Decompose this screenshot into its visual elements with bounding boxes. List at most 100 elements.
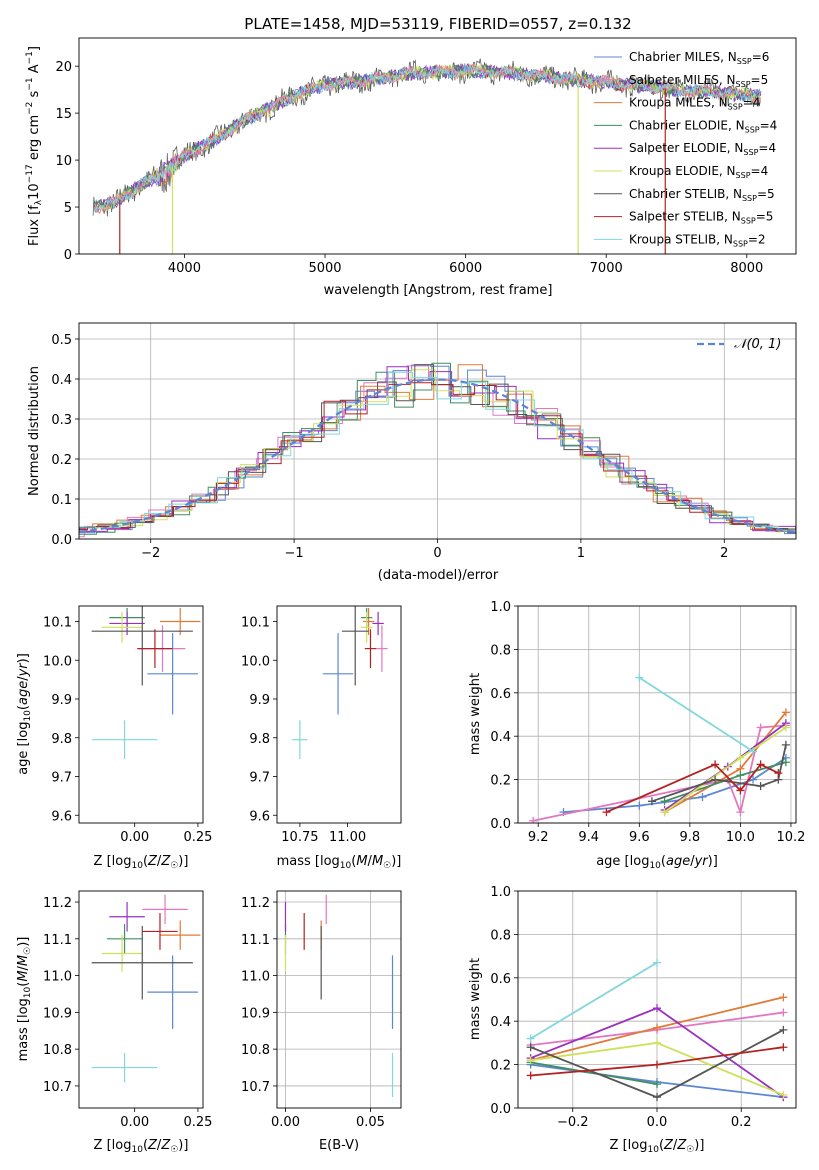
plot-residuals: −2 −1 0 1 2 0.0 0.1 0.2 0.3 0.4 0.5 (data-model)/er… [27, 322, 797, 583]
plot-spectrum: 4000 5000 6000 7000 8000 0 5 10 15 20 wavelength [… [25, 37, 797, 298]
x-tick-label: 11.00 [329, 830, 366, 845]
x-tick-label: 0.25 [183, 1115, 212, 1130]
y-axis-label: mass [log10(M/M☉)] [16, 937, 33, 1062]
x-tick-label: 9.4 [578, 830, 599, 845]
axes-frame [78, 605, 204, 824]
x-tick-label: 10.2 [776, 830, 805, 845]
weight-marker [711, 760, 720, 769]
weight-marker [711, 775, 720, 784]
axes-frame [78, 890, 204, 1109]
x-tick-label: 10.0 [726, 830, 755, 845]
legend-entry: Kroupa STELIB, NSSP=2 [629, 232, 766, 248]
axes-frame [78, 37, 797, 255]
figure-title: PLATE=1458, MJD=53119, FIBERID=0557, z=0… [244, 15, 631, 33]
weight-marker [660, 808, 669, 817]
x-axis-label: (data-model)/error [378, 568, 499, 583]
plot-area [92, 58, 762, 254]
y-tick-label: 10 [55, 154, 72, 169]
x-tick-label: −2 [141, 546, 160, 561]
weight-marker [526, 1043, 535, 1052]
weight-marker [635, 801, 644, 810]
x-tick-label: −0.2 [557, 1115, 589, 1130]
y-tick-label: 9.7 [51, 771, 72, 786]
legend-entry: Chabrier ELODIE, NSSP=4 [629, 118, 777, 134]
x-tick-label: 9.6 [629, 830, 650, 845]
legend-entry: Salpeter STELIB, NSSP=5 [629, 210, 773, 226]
x-tick-label: 0.2 [731, 1115, 752, 1130]
weight-marker [526, 1071, 535, 1080]
y-tick-label: 10.7 [43, 1080, 72, 1095]
weight-line [530, 1061, 658, 1085]
weight-marker [779, 1043, 788, 1052]
y-tick-label: 0.1 [51, 493, 72, 508]
axes-frame [78, 322, 797, 540]
x-tick-label: 4000 [168, 261, 201, 276]
histogram-step [79, 382, 796, 532]
weight-marker [653, 958, 661, 967]
y-tick-label: 9.9 [51, 693, 72, 708]
x-tick-label: 0.0 [647, 1115, 668, 1130]
weight-marker [781, 723, 790, 732]
weight-marker [635, 673, 644, 682]
y-tick-label: 5 [64, 201, 72, 216]
legend: Chabrier MILES, NSSP=6 Salpeter MILES, NS… [594, 50, 777, 248]
x-axis-label: Z [log10(Z/Z☉)] [610, 1138, 705, 1155]
y-tick-label: 15 [55, 107, 72, 122]
y-tick-label: 9.9 [249, 693, 270, 708]
plot-area [91, 894, 201, 1083]
y-tick-label: 0.8 [490, 928, 511, 943]
plot-area [292, 606, 388, 760]
legend-entry: Salpeter ELODIE, NSSP=4 [629, 141, 776, 157]
y-tick-label: 9.8 [249, 732, 270, 747]
weight-marker [736, 808, 745, 817]
y-tick-label: 9.6 [51, 809, 72, 824]
y-tick-label: 10.7 [241, 1080, 270, 1095]
weight-marker [526, 1034, 535, 1043]
weight-marker [781, 758, 790, 767]
weight-marker [736, 771, 745, 780]
weight-line [530, 961, 658, 1040]
y-tick-label: 1.0 [490, 600, 511, 615]
y-tick-label: 0.8 [490, 643, 511, 658]
weight-marker [653, 1060, 661, 1069]
plot-mass-vs-EBV: 0.00 0.05 10.7 10.8 10.9 11.0 11.1 11.2 E(B-V) [241, 890, 402, 1153]
legend-entry: Chabrier MILES, NSSP=6 [629, 50, 769, 66]
legend-entry: Kroupa MILES, NSSP=4 [629, 96, 760, 112]
weight-marker [756, 782, 765, 791]
weight-marker [653, 1023, 661, 1032]
y-tick-label: 11.1 [241, 933, 270, 948]
spectrum-line [94, 63, 761, 210]
plot-area [529, 673, 790, 823]
x-tick-label: 0 [433, 546, 441, 561]
plot-mass-vs-Z: 0.00 0.25 10.7 10.8 10.9 11.0 11.1 11.2 Z [log10… [16, 890, 212, 1155]
weight-marker [698, 792, 707, 801]
x-axis-label: Z [log10(Z/Z☉)] [94, 1138, 189, 1155]
weight-line [638, 676, 754, 753]
weight-marker [779, 1025, 788, 1034]
plot-age-vs-mass: 10.75 11.00 9.6 9.7 9.8 9.9 10.0 10.1 mass [log1… [241, 605, 402, 871]
x-tick-label: 10.75 [281, 830, 318, 845]
x-tick-label: 6000 [449, 261, 482, 276]
y-tick-label: 0.5 [51, 333, 72, 348]
y-tick-label: 0.0 [490, 1102, 511, 1117]
y-axis-label: Flux [fλ10−17 erg cm−2 s−1 A−1] [25, 46, 44, 246]
plot-area [79, 362, 796, 538]
weight-marker [653, 1038, 661, 1047]
weight-marker [749, 775, 758, 784]
y-tick-label: 10.8 [43, 1043, 72, 1058]
y-tick-label: 11.0 [43, 970, 72, 985]
axes-frame [276, 890, 402, 1109]
plot-weight-vs-Z: −0.2 0.0 0.2 0.0 0.2 0.4 0.6 0.8 1.0 Z [log10(Z/Z… [468, 885, 797, 1155]
x-tick-label: 0.05 [356, 1115, 385, 1130]
y-tick-label: 10.1 [241, 616, 270, 631]
weight-marker [756, 723, 765, 732]
weight-marker [529, 816, 538, 823]
x-tick-label: 0.25 [183, 830, 212, 845]
y-tick-label: 9.8 [51, 732, 72, 747]
x-tick-label: −1 [285, 546, 304, 561]
y-tick-label: 11.2 [241, 896, 270, 911]
axes-frame [276, 605, 402, 824]
y-tick-label: 10.0 [43, 654, 72, 669]
y-tick-label: 0.6 [490, 972, 511, 987]
y-tick-label: 10.0 [241, 654, 270, 669]
